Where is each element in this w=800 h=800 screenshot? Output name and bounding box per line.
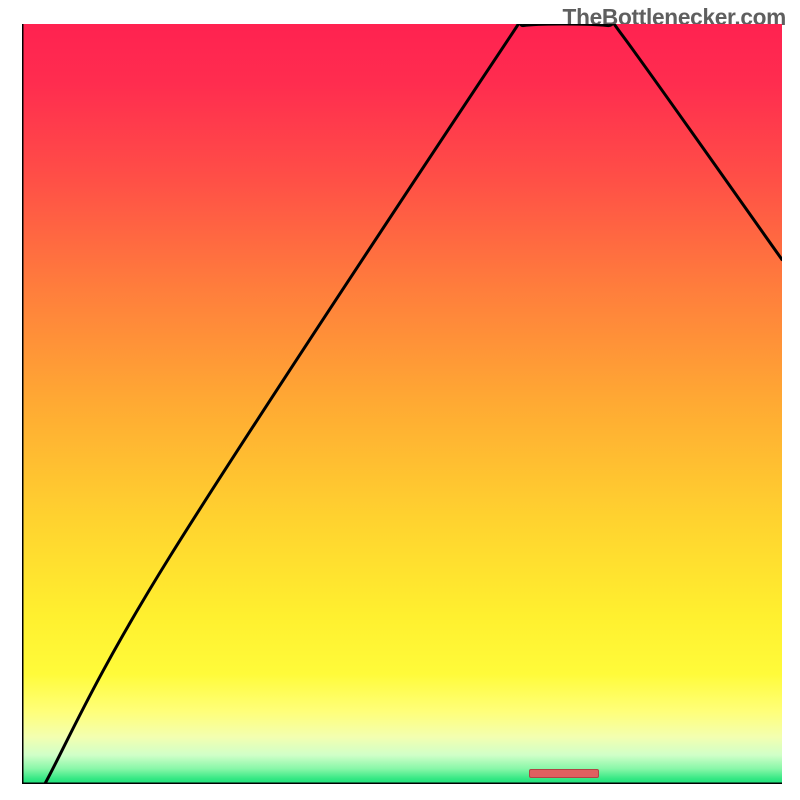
plot-area: [22, 24, 782, 784]
chart-container: TheBottlenecker.com: [0, 0, 800, 800]
chart-svg: [22, 24, 782, 784]
gradient-background: [22, 24, 782, 784]
optimal-range-marker: [529, 769, 599, 778]
